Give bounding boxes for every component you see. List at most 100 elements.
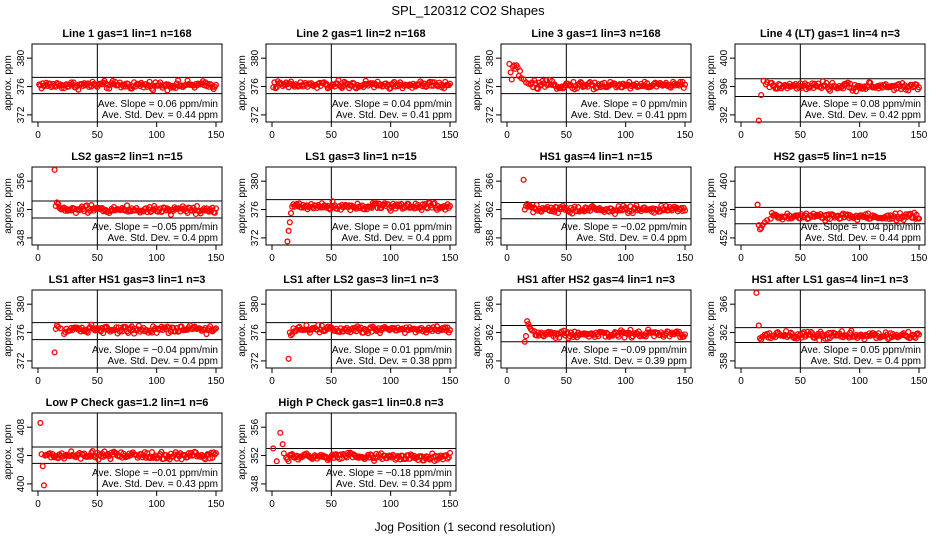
std-dev-annotation: Ave. Std. Dev. = 0.34 ppm [336, 479, 452, 490]
data-point [524, 318, 531, 325]
x-tick-label: 50 [561, 130, 573, 141]
x-tick-label: 50 [92, 253, 104, 264]
data-point [423, 204, 430, 211]
slope-annotation: Ave. Slope = −0.04 ppm/min [92, 345, 218, 356]
data-points [285, 321, 454, 362]
data-point [681, 81, 689, 88]
data-point [601, 329, 608, 336]
y-tick-label: 358 [485, 352, 496, 369]
data-point [212, 205, 220, 212]
x-tick-label: 150 [208, 499, 225, 510]
y-tick-label: 376 [485, 78, 496, 95]
data-point [51, 166, 58, 173]
data-point [758, 336, 765, 343]
y-tick-label: 380 [250, 49, 261, 66]
data-point [521, 206, 528, 213]
slope-annotation: Ave. Slope = 0.04 ppm/min [332, 99, 452, 110]
chart-panel-3: Line 3 gas=1 lin=3 n=168 0 50 100 150 372 376 3… [472, 28, 694, 141]
x-tick-label: 50 [92, 376, 104, 387]
chart-panel-11: HS1 after HS2 gas=4 lin=1 n=3 0 50 100 150 35… [472, 274, 694, 387]
chart-panel-8: HS2 gas=5 lin=1 n=15 0 50 100 150 452 456 460ap… [706, 151, 928, 264]
chart-panel-14: High P Check gas=1 lin=0.8 n=3 0 50 100 150 3… [237, 397, 459, 510]
y-axis-label: approx. ppm [472, 55, 483, 111]
data-point [55, 200, 62, 207]
data-point [68, 448, 75, 455]
chart-panel-2: Line 2 gas=1 lin=2 n=168 0 50 100 150 372 376 3… [237, 28, 459, 141]
y-axis-label: approx. ppm [237, 55, 248, 111]
data-point [915, 215, 923, 222]
data-point [791, 335, 798, 342]
y-axis-label: approx. ppm [706, 301, 717, 357]
y-tick-label: 400 [719, 49, 730, 66]
y-tick-label: 456 [719, 201, 730, 218]
data-point [531, 77, 538, 84]
data-points [37, 419, 220, 489]
data-point [158, 448, 165, 455]
y-tick-label: 452 [719, 229, 730, 246]
y-tick-label: 376 [250, 201, 261, 218]
data-point [837, 215, 844, 222]
x-tick-label: 0 [35, 499, 41, 510]
x-tick-label: 0 [269, 130, 275, 141]
data-point [914, 330, 921, 337]
data-points [51, 321, 220, 356]
data-point [885, 212, 892, 219]
x-tick-label: 0 [504, 253, 510, 264]
data-point [867, 79, 874, 86]
chart-panel-4: Line 4 (LT) gas=1 lin=4 n=3 0 50 100 150 392 3… [706, 28, 928, 141]
data-point [279, 441, 286, 448]
data-point [905, 211, 912, 218]
slope-annotation: Ave. Slope = 0.05 ppm/min [801, 345, 921, 356]
x-tick-label: 100 [851, 253, 868, 264]
data-point [287, 210, 295, 217]
data-point [446, 80, 454, 87]
y-axis-label: approx. ppm [237, 424, 248, 480]
y-tick-label: 380 [16, 295, 27, 312]
std-dev-annotation: Ave. Std. Dev. = 0.4 ppm [576, 233, 687, 244]
x-tick-label: 150 [208, 376, 225, 387]
data-point [755, 117, 762, 124]
data-point [285, 227, 292, 234]
data-point [792, 212, 799, 219]
x-tick-label: 150 [677, 376, 694, 387]
y-tick-label: 352 [16, 201, 27, 218]
x-tick-label: 0 [269, 499, 275, 510]
data-point [886, 216, 893, 223]
x-tick-label: 150 [442, 253, 459, 264]
chart-panel-10: LS1 after LS2 gas=3 lin=1 n=3 0 50 100 150 37… [237, 274, 459, 387]
data-point [816, 337, 823, 344]
data-point [442, 324, 449, 331]
data-point [623, 329, 630, 337]
panel-frame [265, 166, 457, 246]
data-point [335, 77, 342, 84]
y-tick-label: 366 [485, 295, 496, 312]
panel-title: LS2 gas=2 lin=1 n=15 [71, 151, 183, 163]
x-tick-label: 50 [326, 130, 338, 141]
data-point [754, 201, 761, 208]
figure-title: SPL_120312 CO2 Shapes [391, 3, 545, 18]
data-point [148, 449, 155, 456]
data-point [521, 338, 528, 345]
y-tick-label: 376 [250, 78, 261, 95]
y-tick-label: 408 [16, 418, 27, 435]
data-point [624, 331, 632, 338]
slope-annotation: Ave. Slope = −0.01 ppm/min [92, 468, 218, 479]
panel-frame [734, 289, 926, 369]
y-tick-label: 372 [16, 106, 27, 123]
data-point [681, 331, 689, 338]
x-tick-label: 50 [561, 376, 573, 387]
data-point [123, 202, 131, 209]
figure-xlabel: Jog Position (1 second resolution) [375, 520, 556, 534]
panel-title: Line 2 gas=1 lin=2 n=168 [296, 28, 425, 40]
y-tick-label: 348 [16, 229, 27, 246]
y-tick-label: 380 [485, 49, 496, 66]
data-point [184, 209, 191, 217]
chart-panel-13: Low P Check gas=1.2 lin=1 n=6 0 50 100 150 40… [3, 397, 225, 510]
data-point [544, 82, 551, 89]
y-tick-label: 372 [250, 106, 261, 123]
data-point [285, 458, 292, 465]
x-tick-label: 0 [738, 130, 744, 141]
data-point [125, 329, 132, 337]
data-point [51, 349, 58, 356]
chart-panel-12: HS1 after LS1 gas=4 lin=1 n=3 0 50 100 150 35… [706, 274, 928, 387]
